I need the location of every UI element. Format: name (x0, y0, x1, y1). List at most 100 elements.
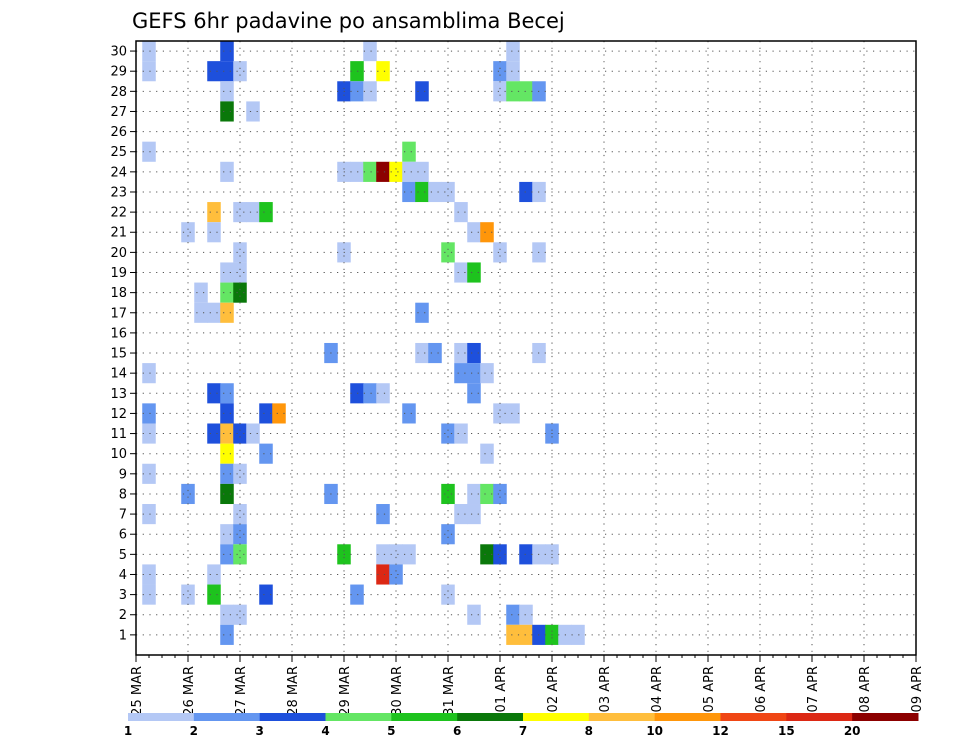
x-tick-label: 04 APR (650, 666, 665, 712)
x-tick-label: 29 MAR (338, 666, 353, 716)
colorbar-segment (588, 713, 656, 721)
precip-cell (220, 81, 234, 102)
precip-cell (480, 483, 494, 505)
precip-cell (181, 584, 195, 605)
y-tick-label: 9 (119, 467, 127, 482)
precip-cell (220, 61, 234, 82)
precip-cell (415, 81, 429, 102)
precip-cell (467, 483, 481, 505)
precip-cell (493, 61, 507, 82)
precip-cell (467, 363, 481, 384)
precip-cell (220, 282, 234, 303)
x-axis: 25 MAR 26 MAR 27 MAR 28 MAR 29 MAR 30 MAR 31 M… (130, 655, 925, 716)
x-tick-label: 02 APR (546, 666, 561, 712)
y-axis: 1234567891011121314151617181920212223242… (110, 45, 136, 643)
precip-cell (402, 181, 416, 203)
y-tick-label: 30 (110, 45, 127, 60)
y-tick-label: 23 (110, 185, 127, 200)
y-tick-label: 18 (110, 286, 127, 301)
y-tick-label: 12 (110, 407, 127, 422)
x-tick-label: 31 MAR (442, 666, 457, 716)
precip-cell (220, 383, 234, 404)
precip-cell (233, 262, 247, 283)
y-tick-label: 16 (110, 326, 127, 341)
precip-cell (402, 544, 416, 565)
x-tick-label: 27 MAR (234, 666, 249, 716)
precip-cell (233, 202, 247, 223)
y-tick-label: 4 (119, 568, 127, 583)
precip-cell (142, 363, 156, 384)
precip-cell (428, 342, 442, 364)
x-tick-label: 09 APR (910, 666, 925, 712)
precip-cell (402, 161, 416, 182)
precip-cell (207, 222, 221, 243)
precip-cell (350, 161, 364, 182)
precip-cell (571, 624, 585, 645)
precip-cell (142, 584, 156, 605)
precip-cell (376, 504, 390, 525)
y-tick-label: 10 (110, 447, 127, 462)
precip-cell (480, 443, 494, 464)
precip-cell (259, 584, 273, 605)
colorbar: 1 2 3 4 5 6 7 8 10 12 15 20 (124, 713, 919, 738)
precip-cell (480, 363, 494, 384)
colorbar-segment (259, 713, 326, 721)
precip-cell (246, 101, 260, 122)
precip-cell (480, 544, 494, 565)
precip-cell (506, 624, 520, 645)
colorbar-segment (523, 713, 590, 721)
precip-cell (194, 282, 208, 303)
precip-cell (363, 161, 377, 182)
y-tick-label: 7 (119, 508, 127, 523)
precip-cell (506, 403, 520, 424)
precip-cell (220, 544, 234, 565)
precip-cell (142, 41, 156, 62)
precip-cell (480, 222, 494, 243)
precip-cell (376, 544, 390, 565)
colorbar-segment (654, 713, 721, 721)
y-tick-label: 22 (110, 206, 127, 221)
precip-cell (350, 383, 364, 404)
precip-cell (142, 61, 156, 82)
precip-cell (506, 81, 520, 102)
precip-cell (376, 383, 390, 404)
y-tick-label: 11 (110, 427, 127, 442)
precip-cell (207, 302, 221, 323)
colorbar-segment (391, 713, 458, 721)
y-tick-label: 15 (110, 347, 127, 362)
precip-cell (259, 443, 273, 464)
y-tick-label: 2 (119, 608, 127, 623)
precip-cell (142, 403, 156, 424)
precip-cell (415, 342, 429, 364)
precip-cell (233, 282, 247, 303)
precipitation-cells (142, 41, 585, 645)
colorbar-label: 2 (190, 724, 198, 738)
colorbar-label: 15 (778, 724, 795, 738)
precip-cell (467, 383, 481, 404)
precip-cell (220, 463, 234, 484)
precip-cell (207, 202, 221, 223)
precip-cell (207, 61, 221, 82)
y-tick-label: 28 (110, 85, 127, 100)
colorbar-label: 10 (646, 724, 663, 738)
precip-cell (363, 383, 377, 404)
y-tick-label: 19 (110, 266, 127, 281)
precip-cell (454, 342, 468, 364)
precip-cell (233, 463, 247, 484)
precip-cell (441, 423, 455, 444)
precip-cell (415, 161, 429, 182)
colorbar-label: 8 (585, 724, 593, 738)
precip-cell (376, 161, 390, 182)
precip-cell (441, 524, 455, 545)
precip-cell (181, 483, 195, 505)
precip-cell (220, 524, 234, 545)
precip-cell (389, 564, 403, 585)
colorbar-segment (720, 713, 787, 721)
precip-cell (506, 61, 520, 82)
y-tick-label: 3 (119, 588, 127, 603)
precip-cell (454, 202, 468, 223)
precip-cell (441, 181, 455, 203)
precip-cell (493, 403, 507, 424)
colorbar-segment (325, 713, 392, 721)
